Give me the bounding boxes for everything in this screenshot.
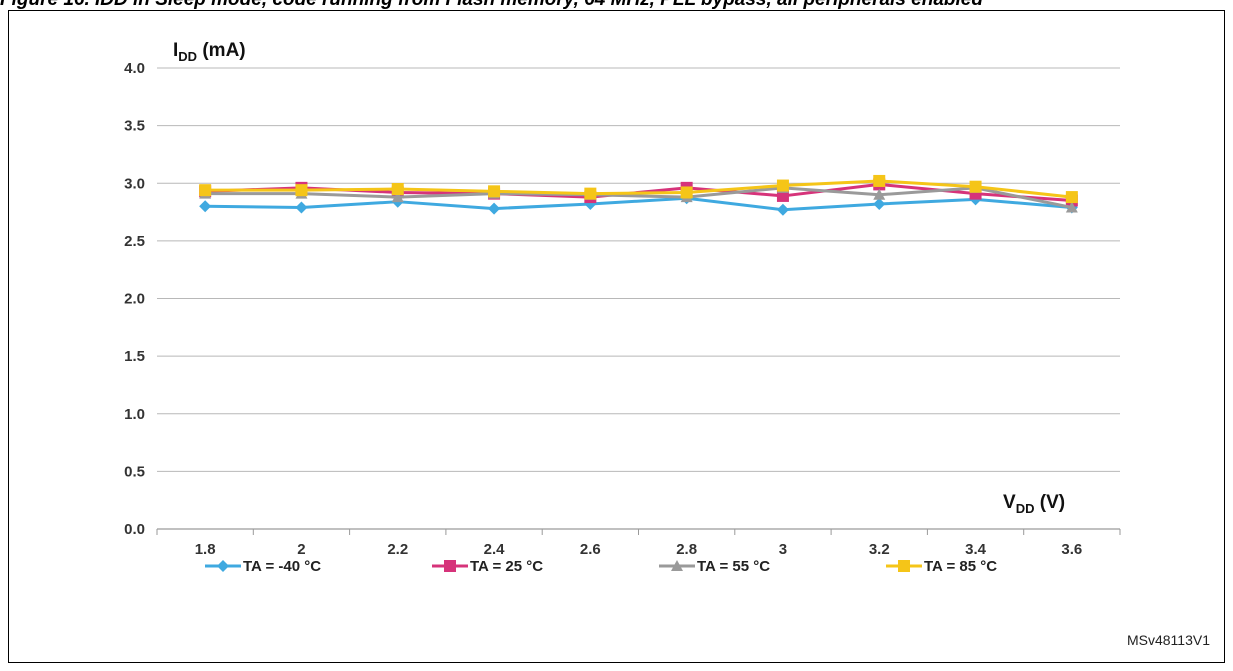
x-tick-label: 2: [297, 541, 305, 558]
data-point: [199, 200, 212, 213]
x-tick-label: 2.2: [387, 541, 408, 558]
legend-label: TA = -40 °C: [243, 558, 321, 575]
y-tick-label: 0.0: [124, 521, 145, 538]
legend-item: TA = 85 °C: [886, 558, 997, 575]
legend-item: TA = 25 °C: [432, 558, 543, 575]
series-3: [199, 174, 1078, 204]
series-line: [205, 179, 1073, 199]
data-point: [680, 186, 693, 199]
legend: TA = -40 °C TA = 25 °C TA = 55 °C TA = 85 °…: [205, 558, 997, 575]
chart-frame: 0.0 0.5 1.0 1.5 2.0 2.5 3.0 3.5 4.0 1.8 2 2.2 2.4 2.6…: [8, 10, 1225, 663]
page-title: Figure 16. IDD in Sleep mode, code runni…: [0, 0, 1233, 10]
y-tick-label: 0.5: [124, 463, 145, 480]
axis-layer: 0.0 0.5 1.0 1.5 2.0 2.5 3.0 3.5 4.0 1.8 2 2.2 2.4 2.6…: [124, 60, 1121, 558]
data-point: [295, 184, 308, 197]
x-tick-label: 3.2: [869, 541, 890, 558]
x-tick-label: 3.4: [965, 541, 987, 558]
y-tick-label: 4.0: [124, 60, 145, 77]
x-tick-label: 3: [779, 541, 787, 558]
x-tick-label: 2.6: [580, 541, 601, 558]
y-tick-label: 2.5: [124, 233, 145, 250]
x-tick-label: 1.8: [195, 541, 216, 558]
data-point: [1065, 201, 1078, 213]
x-tick-label: 2.4: [484, 541, 506, 558]
data-point: [969, 180, 982, 193]
series-line: [205, 196, 1072, 212]
y-tick-label: 3.5: [124, 118, 145, 135]
legend-swatch-marker: [217, 560, 229, 572]
legend-swatch-marker: [898, 560, 910, 572]
data-point: [584, 187, 597, 200]
grid-layer: [157, 67, 1120, 472]
data-point: [776, 203, 789, 216]
data-point: [776, 179, 789, 192]
data-point: [873, 174, 886, 187]
y-axis-title: IDD (mA): [173, 40, 246, 64]
legend-label: TA = 25 °C: [470, 558, 543, 575]
series-2: [199, 181, 1078, 213]
data-point: [199, 184, 212, 197]
y-tick-label: 1.5: [124, 348, 145, 365]
series-line: [205, 186, 1073, 209]
legend-swatch-marker: [444, 560, 456, 572]
data-point: [488, 185, 501, 198]
legend-label: TA = 55 °C: [697, 558, 770, 575]
data-point: [873, 188, 886, 200]
legend-swatch-marker: [671, 560, 683, 571]
data-point: [873, 197, 886, 210]
legend-label: TA = 85 °C: [924, 558, 997, 575]
figure-id-footnote: MSv48113V1: [1126, 632, 1210, 648]
data-point: [488, 202, 501, 215]
data-point: [776, 189, 789, 202]
x-tick-label: 3.6: [1061, 541, 1082, 558]
data-point: [1065, 191, 1078, 204]
y-tick-label: 2.0: [124, 291, 145, 308]
x-axis-title: VDD (V): [1003, 492, 1065, 516]
x-tick-label: 2.8: [676, 541, 697, 558]
data-point: [391, 183, 404, 196]
legend-item: TA = 55 °C: [659, 558, 770, 575]
data-point: [295, 201, 308, 214]
data-point: [391, 191, 404, 203]
series-layer: [199, 174, 1078, 216]
line-chart: 0.0 0.5 1.0 1.5 2.0 2.5 3.0 3.5 4.0 1.8 2 2.2 2.4 2.6…: [124, 40, 1121, 575]
y-tick-label: 1.0: [124, 406, 145, 423]
legend-item: TA = -40 °C: [205, 558, 321, 575]
y-tick-label: 3.0: [124, 175, 145, 192]
